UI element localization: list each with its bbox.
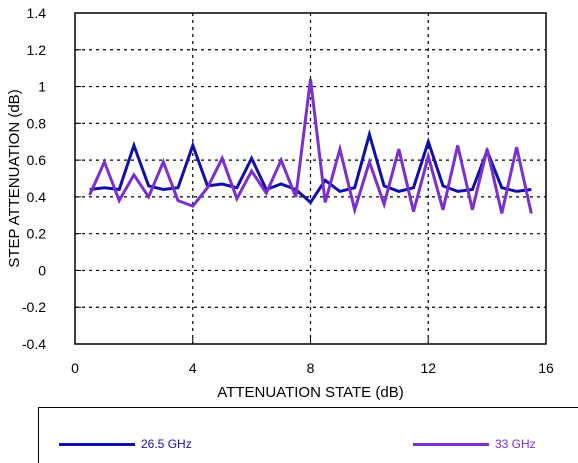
y-tick-label-1: -0.2 bbox=[22, 299, 46, 315]
x-tick-label-3: 12 bbox=[420, 360, 436, 376]
x-tick-label-1: 4 bbox=[189, 360, 197, 376]
x-tick-label-4: 16 bbox=[538, 360, 554, 376]
legend-label-series-1: 26.5 GHz bbox=[141, 437, 192, 451]
y-tick-label-6: 0.8 bbox=[27, 115, 47, 131]
legend-label-series-2: 33 GHz bbox=[495, 437, 536, 451]
x-tick-label-0: 0 bbox=[71, 360, 79, 376]
y-tick-label-8: 1.2 bbox=[27, 42, 47, 58]
y-tick-label-5: 0.6 bbox=[27, 152, 47, 168]
x-axis-label: ATTENUATION STATE (dB) bbox=[217, 384, 403, 401]
legend-item-series-2: 33 GHz bbox=[413, 436, 536, 452]
y-ticks: -0.4 -0.2 0 0.2 0.4 0.6 0.8 1 1.2 1.4 bbox=[22, 5, 81, 352]
legend-item-series-1: 26.5 GHz bbox=[59, 436, 192, 452]
legend-swatch-series-2 bbox=[413, 443, 489, 446]
y-tick-label-9: 1.4 bbox=[27, 5, 47, 21]
legend-swatch-series-1 bbox=[59, 443, 135, 446]
y-tick-label-7: 1 bbox=[38, 79, 46, 95]
y-axis-label: STEP ATTENUATION (dB) bbox=[6, 89, 23, 267]
legend: 26.5 GHz 33 GHz bbox=[38, 407, 578, 463]
y-tick-label-3: 0.2 bbox=[27, 226, 47, 242]
y-tick-label-2: 0 bbox=[38, 262, 46, 278]
x-tick-label-2: 8 bbox=[307, 360, 315, 376]
y-tick-label-4: 0.4 bbox=[27, 189, 47, 205]
y-tick-label-0: -0.4 bbox=[22, 336, 46, 352]
chart: 0 4 8 12 16 -0.4 -0.2 0 0.2 0.4 0.6 0.8 1 1.2 1.4 ATT… bbox=[0, 0, 578, 410]
